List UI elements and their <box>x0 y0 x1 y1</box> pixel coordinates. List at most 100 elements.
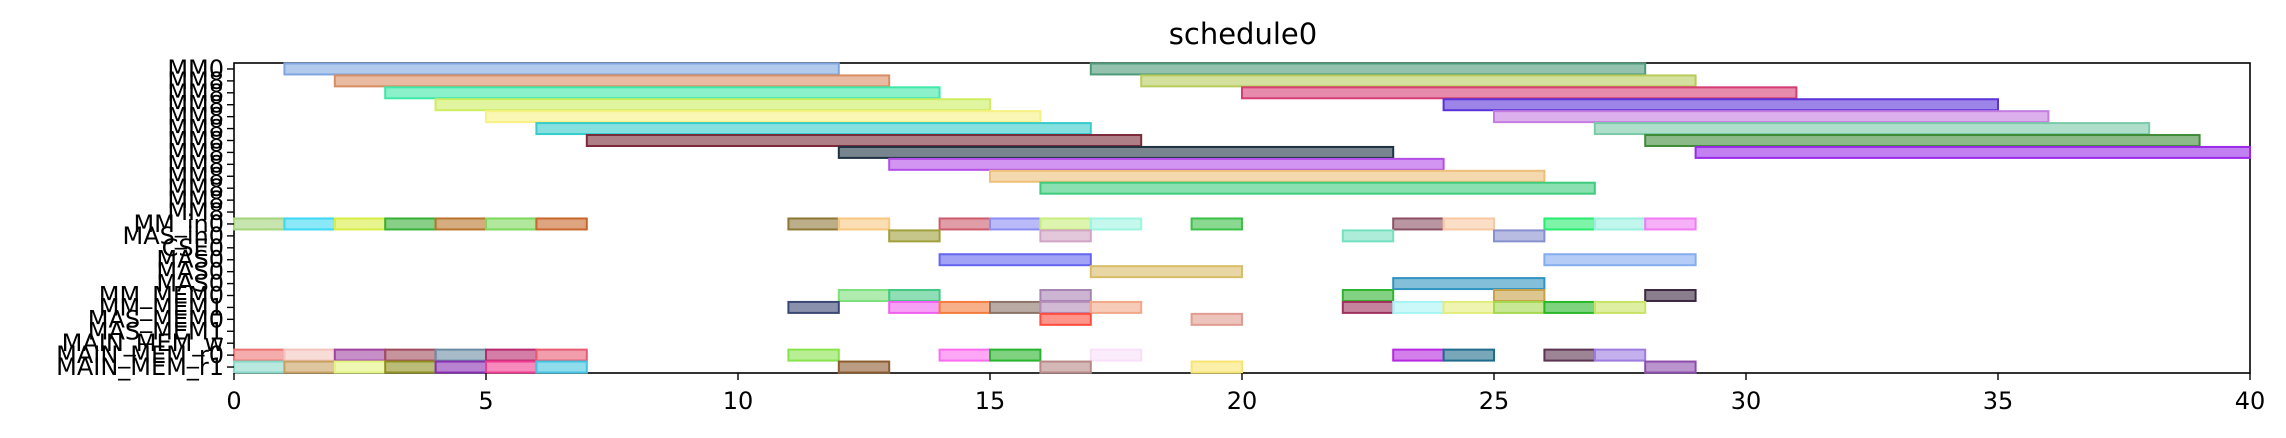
y-axis: MM0MM8MM8MM8MM8MM8MM8MM8MM8MM8MM8MM8MM8M… <box>56 55 234 381</box>
task-bar-mm-in0-27 <box>837 217 891 231</box>
x-tick-label: 5 <box>478 387 493 415</box>
task-bar-mm-mem1-59 <box>1392 300 1445 314</box>
task-bar-mm7-14 <box>837 145 1395 159</box>
task-bar-mm3-6 <box>434 98 992 112</box>
task-bar-mas-mem0-64 <box>1039 312 1092 326</box>
task-bar-main-mem-r0-76 <box>1089 348 1143 362</box>
task-bar-mm0-1 <box>1089 62 1647 76</box>
task-bar-main-mem-r0-72 <box>535 348 588 362</box>
task-bar-mas2-44 <box>1089 265 1244 279</box>
task-bar-mm-mem1-52 <box>787 300 840 314</box>
task-bar-mm-in0-28 <box>938 217 991 231</box>
task-bar-mm-mem0-49 <box>1341 289 1395 302</box>
task-bar-mm-in0-24 <box>485 217 538 231</box>
y-tick-label: MAS_in0 <box>122 222 224 250</box>
y-tick-label: MAS_MEM1 <box>88 317 224 345</box>
y-tick-label: MAIN_MEM_r0 <box>56 341 224 369</box>
chart-title: schedule0 <box>1169 17 1317 51</box>
task-bar-main-mem-r1-82 <box>283 360 336 374</box>
task-bar-main-mem-r0-73 <box>787 348 840 362</box>
task-bar-mm-in0-32 <box>1190 217 1243 231</box>
y-tick-label: MM8 <box>167 91 224 119</box>
task-bar-mm8-16 <box>888 157 1445 171</box>
y-tick-label: MM8 <box>167 174 224 202</box>
x-tick-label: 15 <box>975 387 1006 415</box>
task-bar-mas-in0-38 <box>888 229 941 243</box>
y-tick-label: MM8 <box>167 127 224 155</box>
task-bar-main-mem-r0-75 <box>989 348 1042 362</box>
task-bar-main-mem-r0-66 <box>233 348 286 362</box>
task-bar-mm5-11 <box>1593 122 2151 136</box>
task-bar-mm-mem1-62 <box>1543 300 1596 314</box>
task-bar-main-mem-r1-89 <box>1039 360 1092 374</box>
y-tick-label: MM8 <box>167 79 224 107</box>
task-bar-mm-in0-20 <box>283 217 336 231</box>
x-tick-label: 0 <box>226 387 241 415</box>
task-bar-main-mem-r0-68 <box>333 348 387 362</box>
y-tick-label: MM_MEM1 <box>99 293 224 321</box>
task-bar-mm-mem1-60 <box>1442 300 1495 314</box>
task-bar-mm-mem1-56 <box>1039 300 1092 314</box>
task-bar-mm-mem1-63 <box>1593 300 1647 314</box>
y-tick-label: MM8 <box>167 138 224 166</box>
task-bar-mm0-0 <box>283 62 840 76</box>
task-bar-mm1-2 <box>333 74 891 88</box>
task-bar-main-mem-r1-83 <box>333 360 387 374</box>
task-bar-mm-in0-26 <box>787 217 840 231</box>
task-bar-mas-mem0-65 <box>1190 312 1243 326</box>
task-bar-mm-in0-19 <box>233 217 286 231</box>
task-bar-main-mem-r0-77 <box>1392 348 1445 362</box>
task-bar-main-mem-r0-79 <box>1543 348 1596 362</box>
task-bar-main-mem-r0-80 <box>1593 348 1647 362</box>
task-bar-mm-mem0-51 <box>1644 289 1697 302</box>
task-bar-mm6-12 <box>585 134 1143 147</box>
x-tick-label: 40 <box>2235 387 2266 415</box>
task-bar-mm-mem1-54 <box>938 300 991 314</box>
task-bar-main-mem-r0-74 <box>938 348 991 362</box>
x-tick-label: 35 <box>1983 387 2014 415</box>
y-tick-label: MAIN_MEM_r1 <box>56 353 224 381</box>
task-bar-main-mem-r0-69 <box>384 348 437 362</box>
task-bar-mm3-7 <box>1442 98 1999 112</box>
task-bar-mm-mem0-48 <box>1039 289 1092 302</box>
y-tick-label: MM8 <box>167 186 224 214</box>
task-bar-main-mem-r0-78 <box>1442 348 1495 362</box>
task-bar-mm7-15 <box>1694 145 2251 159</box>
task-bar-mm4-9 <box>1493 110 2050 124</box>
y-tick-label: MAS_MEM0 <box>88 305 224 333</box>
task-bar-mas-in0-41 <box>1493 229 1546 243</box>
y-tick-label: MAS0 <box>156 270 224 298</box>
y-tick-label: MM8 <box>167 198 224 226</box>
task-bar-mm-in0-23 <box>434 217 488 231</box>
task-bar-mm-in0-25 <box>535 217 588 231</box>
task-bar-main-mem-r1-87 <box>535 360 588 374</box>
y-tick-label: MM0 <box>167 55 224 83</box>
task-bar-mas-in0-39 <box>1039 229 1092 243</box>
y-tick-label: MM8 <box>167 67 224 95</box>
task-bar-mm9-17 <box>989 169 1546 183</box>
y-tick-label: MAS0 <box>156 258 224 286</box>
task-bar-main-mem-r1-85 <box>434 360 488 374</box>
task-bar-mas1-43 <box>1543 253 1697 267</box>
task-bar-mm-mem0-50 <box>1493 289 1546 302</box>
task-bar-mas-in0-40 <box>1341 229 1395 243</box>
task-bar-mm-mem0-46 <box>837 289 891 302</box>
task-bar-mas1-42 <box>938 253 1092 267</box>
task-bar-main-mem-r0-67 <box>283 348 336 362</box>
task-bar-main-mem-r1-91 <box>1644 360 1697 374</box>
task-bars <box>233 62 2251 374</box>
x-tick-label: 25 <box>1479 387 1510 415</box>
y-tick-label: CSE0 <box>162 234 224 262</box>
y-tick-label: MAS0 <box>156 246 224 274</box>
x-tick-label: 10 <box>723 387 754 415</box>
task-bar-mm10-18 <box>1039 181 1596 195</box>
task-bar-mm-mem0-47 <box>888 289 941 302</box>
y-tick-label: MM_in0 <box>133 210 224 238</box>
task-bar-mm-in0-22 <box>384 217 437 231</box>
y-tick-label: MM8 <box>167 150 224 178</box>
task-bar-mm-in0-29 <box>989 217 1042 231</box>
task-bar-main-mem-r1-88 <box>837 360 891 374</box>
task-bar-mas3-45 <box>1392 277 1546 291</box>
task-bar-mm6-13 <box>1644 134 2201 147</box>
